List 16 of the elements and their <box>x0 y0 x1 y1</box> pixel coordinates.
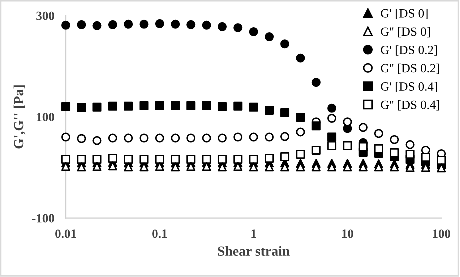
x-tick-label: 1 <box>252 230 256 238</box>
x-axis-title: Shear strain <box>218 246 290 256</box>
legend-label: G'' [DS 0] <box>381 27 430 38</box>
y-tick-label: -100 <box>32 214 54 223</box>
legend-label: G' [DS 0] <box>381 9 428 20</box>
y-tick-label: 300 <box>36 12 54 20</box>
x-tick-label: 0.01 <box>56 230 76 238</box>
y-tick-label: 100 <box>37 113 54 122</box>
legend-label: G' [DS 0.2] <box>381 46 438 56</box>
y-axis-title: G',G'' [Pa] <box>14 86 26 149</box>
legend-label: G'' [DS 0.4] <box>381 100 440 111</box>
legend-label: G'' [DS 0.2] <box>381 64 440 74</box>
legend-label: G' [DS 0.4] <box>381 82 438 93</box>
x-tick-label: 10 <box>342 230 354 238</box>
x-tick-label: 0.1 <box>152 230 168 238</box>
x-tick-label: 100 <box>433 230 450 238</box>
